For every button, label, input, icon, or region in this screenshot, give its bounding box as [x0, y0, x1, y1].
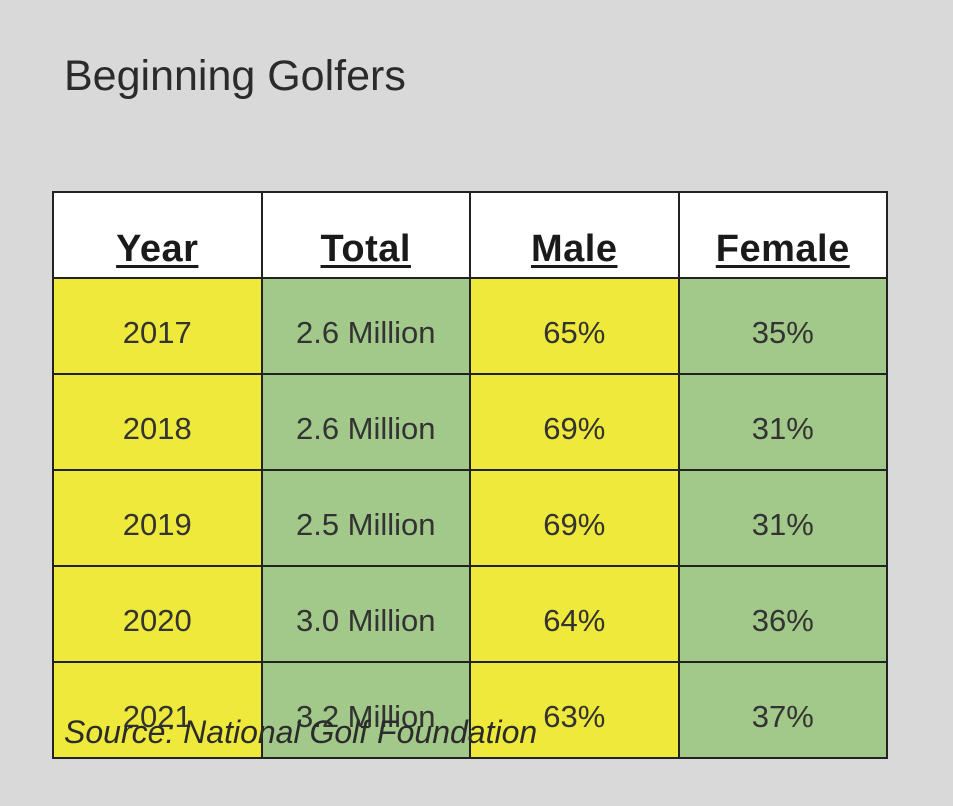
year-cell: 2021: [52, 661, 263, 759]
year-cell: 2020: [52, 565, 263, 663]
table-body: 2017 2.6 Million 65% 35% 2018 2.6 Million 69% 3…: [52, 277, 888, 759]
header-year-label: Year: [116, 228, 199, 270]
year-cell: 2018: [52, 373, 263, 471]
table-row: 2017 2.6 Million 65% 35%: [52, 277, 888, 375]
header-total-label: Total: [320, 228, 411, 270]
male-cell: 63%: [469, 661, 680, 759]
table-row: 2020 3.0 Million 64% 36%: [52, 565, 888, 663]
header-total: Total: [260, 191, 471, 279]
female-cell: 31%: [677, 373, 888, 471]
male-cell: 64%: [469, 565, 680, 663]
male-cell: 69%: [469, 373, 680, 471]
source-note: Source: National Golf Foundation: [64, 714, 538, 750]
golfers-table-container: Year Total Male Female 2017 2.6 Million 65…: [52, 191, 888, 759]
table-row: 2018 2.6 Million 69% 31%: [52, 373, 888, 471]
female-cell: 36%: [677, 565, 888, 663]
total-cell: 2.5 Million: [260, 469, 471, 567]
total-cell: 3.0 Million: [260, 565, 471, 663]
table-row: 2021 3.2 Million 63% 37%: [52, 661, 888, 759]
male-cell: 69%: [469, 469, 680, 567]
golfers-table: Year Total Male Female 2017 2.6 Million 65…: [52, 191, 888, 759]
female-cell: 37%: [677, 661, 888, 759]
header-female-label: Female: [715, 228, 850, 270]
year-cell: 2017: [52, 277, 263, 375]
female-cell: 35%: [677, 277, 888, 375]
table-row: 2019 2.5 Million 69% 31%: [52, 469, 888, 567]
header-female: Female: [677, 191, 888, 279]
header-row: Year Total Male Female: [52, 191, 888, 279]
header-year: Year: [52, 191, 263, 279]
female-cell: 31%: [677, 469, 888, 567]
total-cell: 3.2 Million: [260, 661, 471, 759]
male-cell: 65%: [469, 277, 680, 375]
header-male-label: Male: [531, 228, 618, 270]
year-cell: 2019: [52, 469, 263, 567]
total-cell: 2.6 Million: [260, 277, 471, 375]
page-title: Beginning Golfers: [64, 52, 406, 100]
total-cell: 2.6 Million: [260, 373, 471, 471]
header-male: Male: [469, 191, 680, 279]
